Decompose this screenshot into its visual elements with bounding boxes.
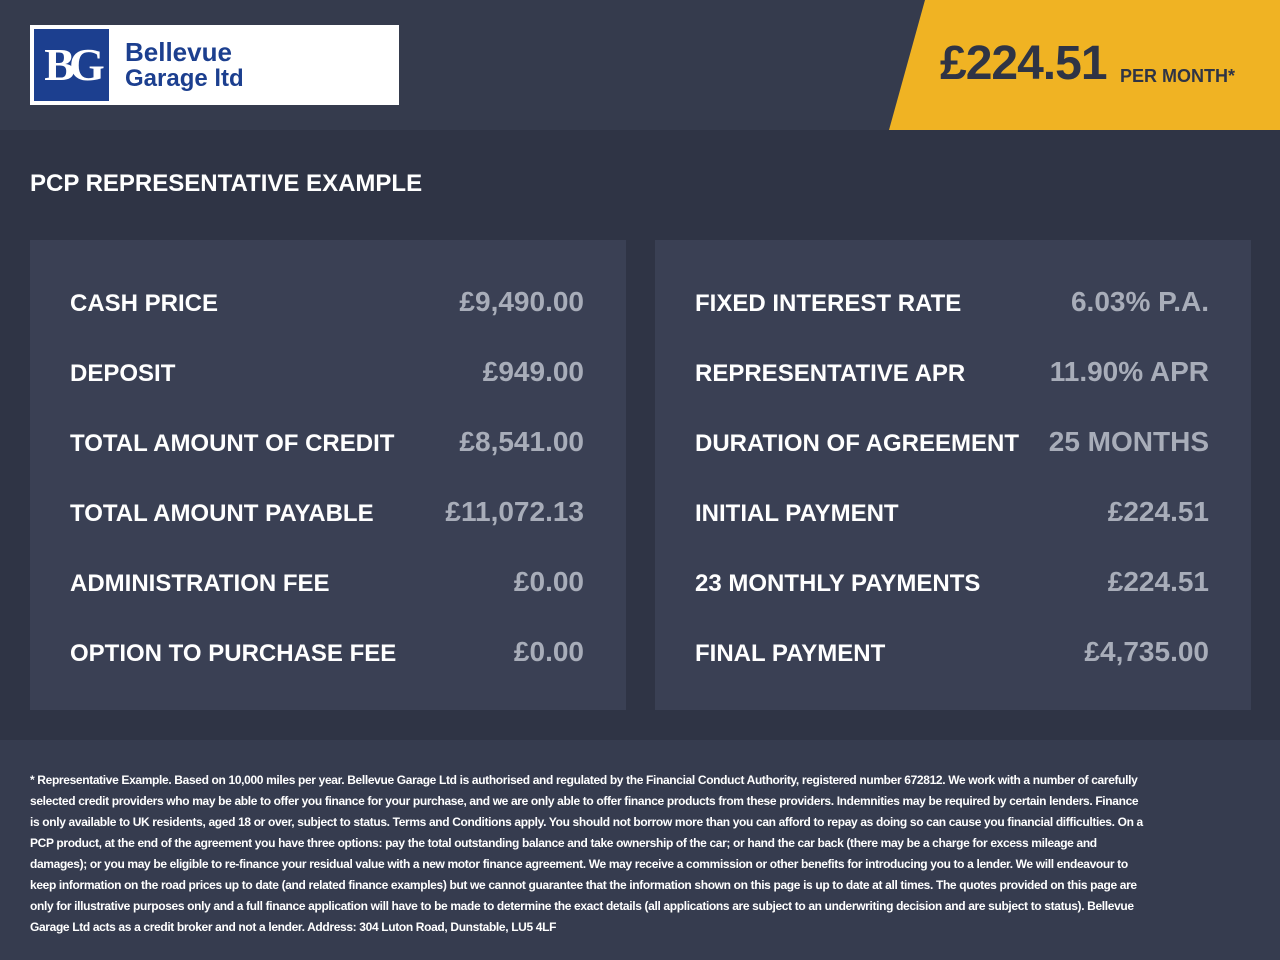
row-value: £11,072.13 — [445, 496, 584, 527]
logo-name: Garage ltd — [125, 65, 244, 92]
section-title: PCP REPRESENTATIVE EXAMPLE — [30, 170, 423, 197]
row-value: 25 MONTHS — [1048, 426, 1209, 457]
row-label: FINAL PAYMENT — [695, 640, 886, 667]
row-value: £224.51 — [1107, 496, 1209, 527]
footer: * Representative Example. Based on 10,00… — [0, 740, 1280, 960]
row-label: CASH PRICE — [70, 290, 219, 317]
disclaimer: * Representative Example. Based on 10,00… — [30, 773, 1143, 934]
logo-name: Bellevue — [125, 37, 232, 67]
logo-monogram: BG — [34, 29, 109, 101]
row-value: £0.00 — [513, 636, 584, 667]
row-value: £9,490.00 — [459, 286, 584, 317]
panel: FIXED INTEREST RATE 6.03% P.A. REPRESENTAT… — [655, 240, 1251, 710]
row-value: £224.51 — [1107, 566, 1209, 597]
price-suffix: PER MONTH* — [1120, 66, 1236, 86]
row-label: ADMINISTRATION FEE — [70, 570, 330, 597]
row-value: £0.00 — [513, 566, 584, 597]
row-label: DEPOSIT — [70, 360, 176, 387]
price: £224.51 — [940, 37, 1108, 90]
row-value: £8,541.00 — [459, 426, 584, 457]
row-label: DURATION OF AGREEMENT — [695, 430, 1019, 457]
row-label: INITIAL PAYMENT — [695, 500, 899, 527]
header: BG Bellevue Garage ltd £224.51 PER MONTH… — [0, 0, 1280, 130]
row-value: 6.03% P.A. — [1070, 286, 1209, 317]
row-value: £4,735.00 — [1084, 636, 1209, 667]
row-label: 23 MONTHLY PAYMENTS — [695, 570, 981, 597]
row-label: TOTAL AMOUNT OF CREDIT — [70, 430, 395, 457]
logo: BG Bellevue Garage ltd — [30, 25, 399, 105]
row-label: TOTAL AMOUNT PAYABLE — [70, 500, 374, 527]
row-label: OPTION TO PURCHASE FEE — [70, 640, 397, 667]
row-value: £949.00 — [482, 356, 584, 387]
price-badge — [889, 0, 1280, 130]
panel: CASH PRICE £9,490.00 DEPOSIT £949.00 TOTAL A… — [30, 240, 626, 710]
row-label: REPRESENTATIVE APR — [695, 360, 966, 387]
row-value: 11.90% APR — [1049, 356, 1209, 387]
row-label: FIXED INTEREST RATE — [695, 290, 962, 317]
